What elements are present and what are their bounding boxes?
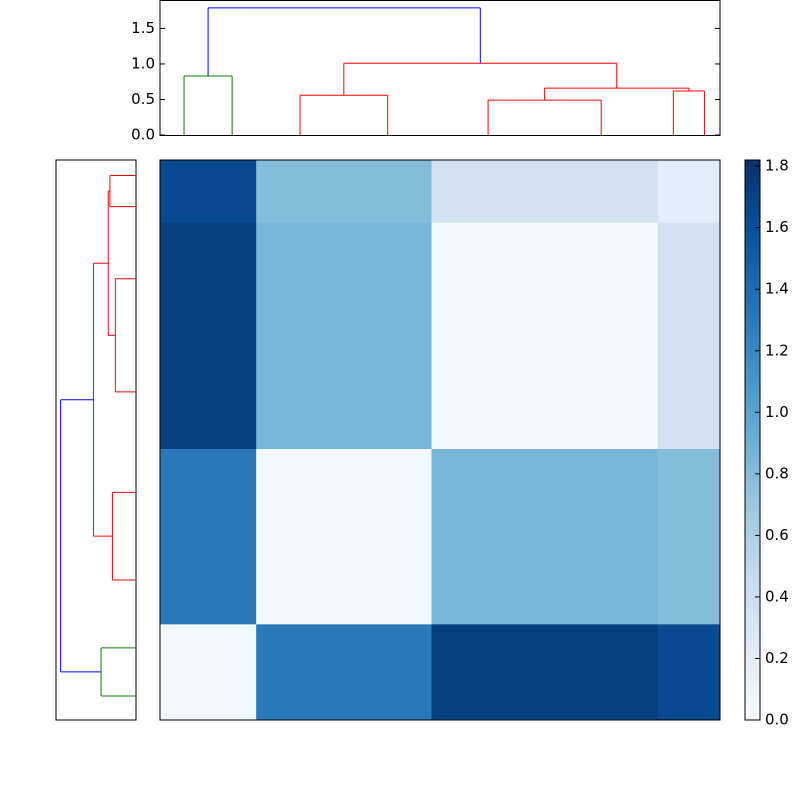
heatmap-frame xyxy=(159,159,721,721)
colorbar-tick-label: 0.8 xyxy=(765,464,789,482)
colorbar-tick-label: 0.2 xyxy=(765,649,789,667)
top-dendrogram-frame xyxy=(159,0,721,136)
heat-cell xyxy=(256,160,433,223)
heat-cell xyxy=(657,160,721,223)
colorbar-tick-label: 0.0 xyxy=(765,711,789,729)
heat-cell xyxy=(657,623,721,721)
heat-cell xyxy=(256,222,433,449)
colorbar-tick-label: 1.0 xyxy=(765,403,789,421)
colorbar-tick-label: 1.6 xyxy=(765,218,789,236)
y-tick-label: 1.5 xyxy=(131,19,155,37)
heat-cell xyxy=(256,448,433,625)
colorbar-tick-label: 0.6 xyxy=(765,526,789,544)
y-tick-label: 0.0 xyxy=(131,126,155,144)
heat-cell xyxy=(431,160,659,223)
y-tick-label: 0.5 xyxy=(131,90,155,108)
y-tick-label: 1.0 xyxy=(131,54,155,72)
heat-cell xyxy=(431,222,659,449)
heat-cell xyxy=(431,448,659,625)
colorbar-tick-label: 1.8 xyxy=(765,157,789,175)
colorbar-tick-label: 1.2 xyxy=(765,341,789,359)
left-dendrogram-frame xyxy=(55,159,137,721)
heat-cell xyxy=(657,448,721,625)
colorbar-tick-label: 1.4 xyxy=(765,280,789,298)
heat-cell xyxy=(657,222,721,449)
colorbar xyxy=(744,159,761,721)
colorbar-tick-label: 0.4 xyxy=(765,587,789,605)
heat-cell xyxy=(256,623,433,721)
heat-cell xyxy=(431,623,659,721)
heatmap xyxy=(160,160,721,721)
heat-cell xyxy=(160,222,257,449)
heat-cell xyxy=(160,448,257,625)
heat-cell xyxy=(160,623,257,721)
heat-cell xyxy=(160,160,257,223)
